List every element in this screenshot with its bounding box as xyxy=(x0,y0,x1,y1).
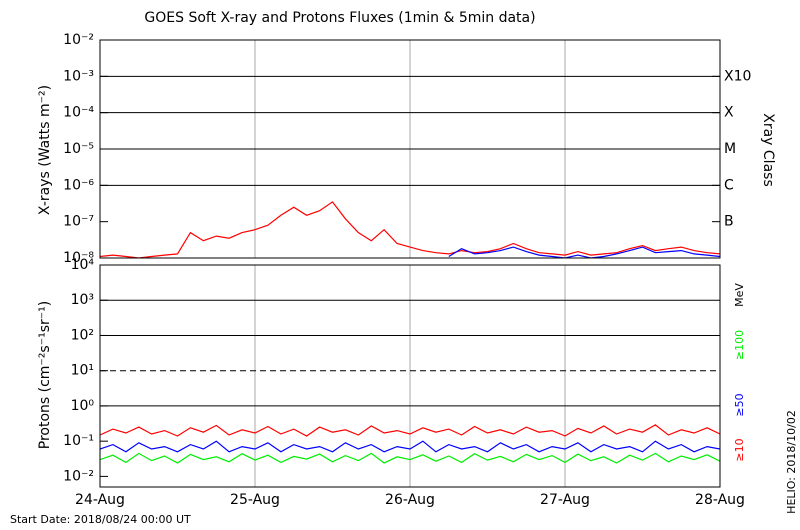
unit-label: MeV xyxy=(733,283,746,307)
plot-area xyxy=(100,424,720,464)
class-label: B xyxy=(724,214,734,230)
y-axis-label: X-rays (Watts m⁻²) xyxy=(37,85,53,215)
class-label: X xyxy=(724,105,734,121)
y-tick-label: 10⁻³ xyxy=(63,68,94,84)
y-tick-label: 10⁻⁴ xyxy=(63,105,94,121)
y2-axis-label: Xray Class xyxy=(760,113,776,187)
y-tick-label: 10⁴ xyxy=(71,257,95,273)
y-tick-label: 10⁻⁷ xyxy=(63,214,94,230)
x-tick-label: 27-Aug xyxy=(540,492,590,508)
y-axis-label: Protons (cm⁻²s⁻¹sr⁻¹) xyxy=(37,301,53,450)
class-label: M xyxy=(724,141,736,157)
legend-entry: ≥100 xyxy=(733,330,746,360)
x-tick-label: 24-Aug xyxy=(75,492,125,508)
series-line xyxy=(100,440,720,453)
x-tick-label: 25-Aug xyxy=(230,492,280,508)
plot-frame xyxy=(99,264,721,488)
class-label: C xyxy=(724,177,734,193)
legend-entry: ≥50 xyxy=(733,393,746,416)
x-tick-label: 26-Aug xyxy=(385,492,435,508)
series-line xyxy=(100,424,720,437)
credit: HELIO: 2018/10/02 xyxy=(785,410,798,514)
legend-entry: ≥10 xyxy=(733,438,746,461)
y-tick-label: 10² xyxy=(71,327,94,343)
series-line xyxy=(448,246,720,258)
y-tick-label: 10⁻⁵ xyxy=(63,141,94,157)
y-tick-label: 10⁻⁸ xyxy=(63,250,94,266)
y-tick-label: 10⁰ xyxy=(71,398,95,414)
y-tick-label: 10⁻² xyxy=(63,32,94,48)
chart-title: GOES Soft X-ray and Protons Fluxes (1min… xyxy=(144,10,535,26)
series-line xyxy=(100,452,720,464)
class-label: X10 xyxy=(724,68,751,84)
x-tick-label: 28-Aug xyxy=(695,492,745,508)
y-tick-label: 10⁻¹ xyxy=(63,433,94,449)
y-tick-label: 10⁻² xyxy=(63,468,94,484)
plot-area xyxy=(100,201,720,258)
y-tick-label: 10⁻⁶ xyxy=(63,177,94,193)
y-tick-label: 10¹ xyxy=(71,363,94,379)
series-line xyxy=(100,201,720,258)
start-date: Start Date: 2018/08/24 00:00 UT xyxy=(10,513,191,526)
y-tick-label: 10³ xyxy=(71,292,94,308)
plot-frame xyxy=(99,39,721,259)
